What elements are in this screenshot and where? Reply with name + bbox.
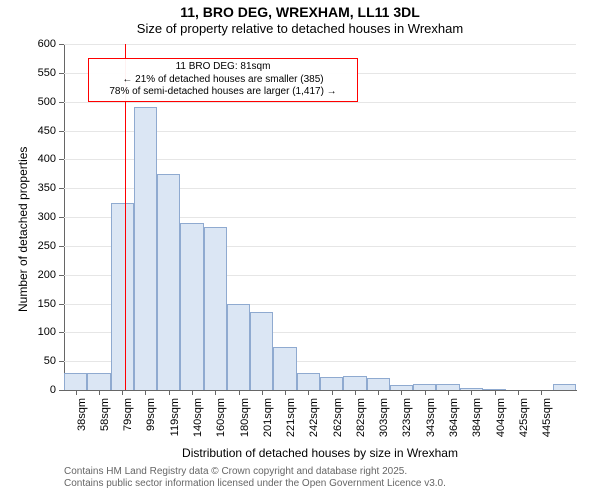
x-tick-mark [401, 390, 402, 395]
x-tick-mark [378, 390, 379, 395]
y-tick-mark [59, 304, 64, 305]
x-tick-mark [239, 390, 240, 395]
y-tick-label: 500 [30, 96, 56, 108]
y-axis-label: Number of detached properties [16, 147, 30, 312]
x-tick-label: 343sqm [425, 398, 437, 448]
y-tick-mark [59, 275, 64, 276]
x-tick-mark [122, 390, 123, 395]
footnote-line2: Contains public sector information licen… [64, 478, 446, 490]
y-tick-label: 450 [30, 125, 56, 137]
y-tick-mark [59, 159, 64, 160]
histogram-bar [553, 384, 576, 390]
histogram-bar [297, 373, 320, 390]
x-tick-label: 445sqm [541, 398, 553, 448]
marker-callout: 11 BRO DEG: 81sqm ← 21% of detached hous… [88, 58, 358, 102]
chart-title-block: 11, BRO DEG, WREXHAM, LL11 3DL Size of p… [0, 4, 600, 36]
x-tick-label: 262sqm [332, 398, 344, 448]
x-tick-label: 99sqm [145, 398, 157, 448]
y-tick-mark [59, 246, 64, 247]
x-tick-mark [495, 390, 496, 395]
histogram-bar [343, 376, 366, 390]
x-tick-label: 180sqm [239, 398, 251, 448]
y-tick-label: 300 [30, 211, 56, 223]
y-tick-label: 350 [30, 182, 56, 194]
y-tick-mark [59, 217, 64, 218]
x-tick-mark [332, 390, 333, 395]
y-tick-mark [59, 390, 64, 391]
y-tick-label: 250 [30, 240, 56, 252]
histogram-bar [250, 312, 273, 390]
histogram-bar [367, 378, 390, 390]
x-tick-mark [192, 390, 193, 395]
histogram-bar [273, 347, 296, 390]
x-tick-label: 242sqm [308, 398, 320, 448]
y-tick-mark [59, 188, 64, 189]
y-tick-label: 600 [30, 38, 56, 50]
y-tick-label: 550 [30, 67, 56, 79]
footnote: Contains HM Land Registry data © Crown c… [64, 466, 446, 490]
chart-container: 11, BRO DEG, WREXHAM, LL11 3DL Size of p… [0, 0, 600, 500]
x-tick-mark [215, 390, 216, 395]
x-tick-label: 140sqm [192, 398, 204, 448]
x-tick-label: 282sqm [355, 398, 367, 448]
histogram-bar [180, 223, 203, 390]
y-tick-mark [59, 332, 64, 333]
y-tick-mark [59, 102, 64, 103]
x-tick-mark [308, 390, 309, 395]
chart-subtitle: Size of property relative to detached ho… [0, 21, 600, 36]
x-tick-label: 160sqm [215, 398, 227, 448]
y-tick-label: 400 [30, 153, 56, 165]
gridline [64, 102, 576, 103]
x-axis-label: Distribution of detached houses by size … [64, 446, 576, 460]
x-tick-mark [169, 390, 170, 395]
x-tick-label: 221sqm [285, 398, 297, 448]
x-tick-mark [76, 390, 77, 395]
y-tick-mark [59, 44, 64, 45]
x-tick-mark [448, 390, 449, 395]
x-tick-mark [262, 390, 263, 395]
y-tick-mark [59, 361, 64, 362]
x-tick-label: 38sqm [76, 398, 88, 448]
y-tick-label: 200 [30, 269, 56, 281]
x-tick-mark [145, 390, 146, 395]
chart-title: 11, BRO DEG, WREXHAM, LL11 3DL [0, 4, 600, 20]
x-tick-label: 303sqm [378, 398, 390, 448]
footnote-line1: Contains HM Land Registry data © Crown c… [64, 466, 446, 478]
callout-line2: ← 21% of detached houses are smaller (38… [93, 74, 353, 87]
histogram-bar [87, 373, 110, 390]
x-tick-label: 323sqm [401, 398, 413, 448]
x-tick-mark [471, 390, 472, 395]
x-tick-label: 79sqm [122, 398, 134, 448]
x-tick-mark [99, 390, 100, 395]
histogram-bar [320, 377, 343, 390]
gridline [64, 44, 576, 45]
x-tick-mark [518, 390, 519, 395]
x-tick-label: 58sqm [99, 398, 111, 448]
y-tick-label: 0 [30, 384, 56, 396]
y-tick-label: 50 [30, 355, 56, 367]
x-tick-mark [425, 390, 426, 395]
x-tick-label: 119sqm [169, 398, 181, 448]
y-tick-label: 100 [30, 326, 56, 338]
histogram-bar [157, 174, 180, 390]
x-tick-label: 404sqm [495, 398, 507, 448]
callout-line3: 78% of semi-detached houses are larger (… [93, 86, 353, 99]
x-tick-label: 201sqm [262, 398, 274, 448]
histogram-bar [134, 107, 157, 390]
histogram-bar [227, 304, 250, 391]
x-tick-mark [541, 390, 542, 395]
x-tick-label: 384sqm [471, 398, 483, 448]
histogram-bar [64, 373, 87, 390]
histogram-bar [204, 227, 227, 390]
x-tick-label: 425sqm [518, 398, 530, 448]
callout-line1: 11 BRO DEG: 81sqm [93, 61, 353, 74]
histogram-bar [111, 203, 134, 390]
x-tick-mark [355, 390, 356, 395]
x-tick-mark [285, 390, 286, 395]
y-tick-mark [59, 131, 64, 132]
y-tick-mark [59, 73, 64, 74]
x-tick-label: 364sqm [448, 398, 460, 448]
y-tick-label: 150 [30, 298, 56, 310]
